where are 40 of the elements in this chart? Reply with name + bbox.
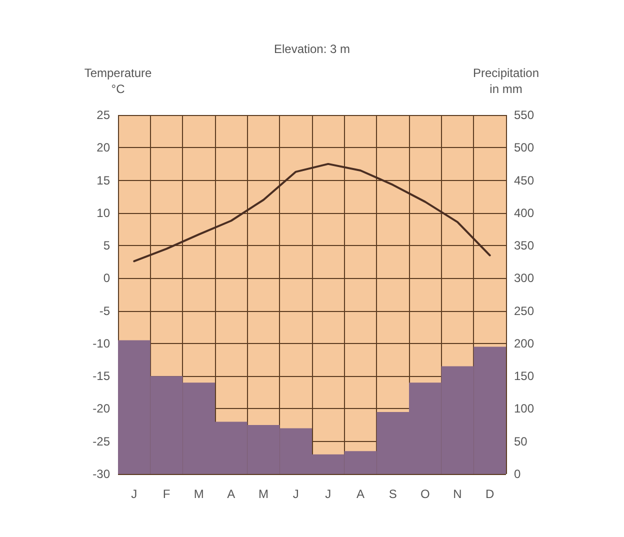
x-tick-label: N bbox=[453, 487, 462, 501]
y-tick-label: 20 bbox=[96, 140, 110, 155]
y-tick-label: -20 bbox=[92, 402, 110, 416]
chart-title: Elevation: 3 m bbox=[274, 42, 350, 56]
x-tick-label: J bbox=[325, 487, 332, 501]
y-tick-label: -5 bbox=[99, 304, 110, 318]
y2-tick-label: 500 bbox=[514, 140, 534, 155]
y-tick-label: 0 bbox=[103, 271, 110, 286]
y-tick-label: -10 bbox=[92, 336, 110, 350]
x-tick-label: J bbox=[292, 487, 299, 501]
y-tick-label: -30 bbox=[92, 467, 110, 481]
x-tick-label: F bbox=[162, 487, 170, 501]
y2-tick-label: 0 bbox=[514, 467, 521, 481]
x-tick-label: A bbox=[227, 487, 236, 501]
x-tick-label: J bbox=[131, 487, 138, 501]
y-tick-label: -25 bbox=[92, 434, 110, 448]
y2-tick-label: 400 bbox=[514, 206, 534, 220]
x-tick-label: A bbox=[356, 487, 365, 501]
y2-axis-title: Precipitation in mm bbox=[472, 66, 540, 96]
y2-tick-label: 200 bbox=[514, 336, 534, 350]
x-tick-label: D bbox=[485, 487, 494, 501]
x-tick-label: M bbox=[194, 487, 204, 501]
y2-tick-label: 150 bbox=[514, 369, 534, 384]
y-tick-label: 25 bbox=[96, 108, 110, 122]
y2-tick-label: 50 bbox=[514, 434, 528, 448]
y2-tick-label: 250 bbox=[514, 304, 534, 318]
y2-tick-label: 350 bbox=[514, 238, 534, 253]
x-tick-label: O bbox=[420, 487, 430, 501]
y2-tick-label: 100 bbox=[514, 402, 534, 416]
y-tick-label: 5 bbox=[103, 238, 110, 253]
y-tick-label: 10 bbox=[96, 206, 110, 220]
y2-tick-label: 550 bbox=[514, 108, 534, 122]
y-axis-title: Temperature °C bbox=[84, 66, 152, 96]
x-tick-label: M bbox=[258, 487, 268, 501]
y-tick-label: 15 bbox=[96, 173, 110, 188]
y-tick-label: -15 bbox=[92, 369, 110, 384]
y2-tick-label: 450 bbox=[514, 173, 534, 188]
line-series bbox=[133, 162, 491, 262]
y2-tick-label: 300 bbox=[514, 271, 534, 286]
x-tick-label: S bbox=[388, 487, 397, 501]
